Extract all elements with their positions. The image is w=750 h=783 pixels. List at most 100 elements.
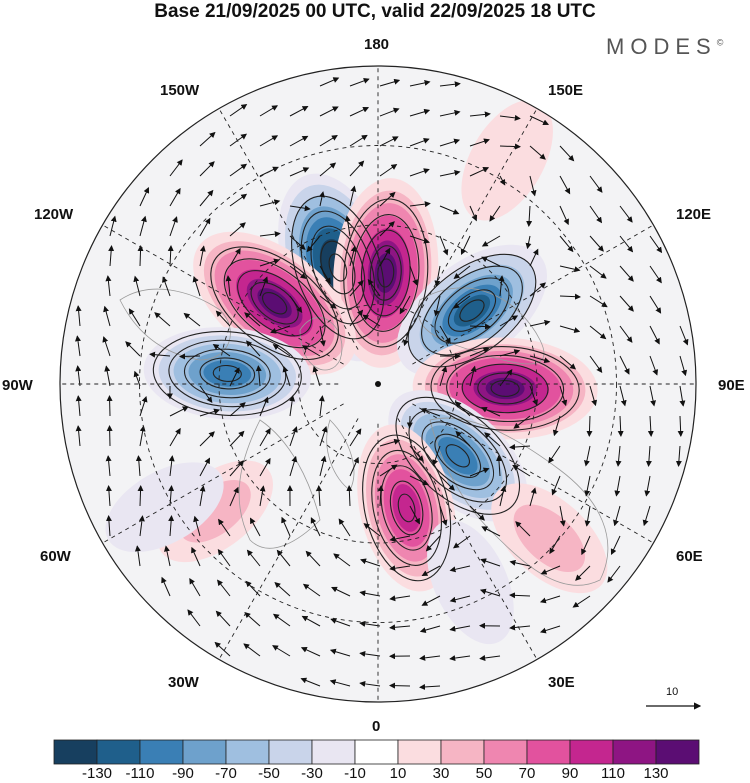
meridian-line — [412, 224, 654, 365]
wind-arrow — [480, 407, 501, 417]
wind-arrow — [134, 545, 141, 567]
wind-arrow — [589, 385, 598, 407]
wind-arrow — [498, 275, 505, 297]
wind-arrow — [529, 248, 539, 267]
wind-arrow — [409, 79, 431, 87]
wind-arrow — [319, 162, 337, 177]
wind-arrow — [583, 445, 591, 467]
wind-arrow — [289, 395, 296, 417]
wind-arrow — [105, 275, 112, 297]
wind-arrow — [589, 175, 603, 193]
wind-arrow — [548, 445, 561, 464]
streamlines — [152, 195, 580, 582]
wind-arrow — [289, 135, 309, 147]
wind-arrow — [433, 295, 441, 317]
wind-arrow — [419, 654, 441, 661]
wind-arrow — [259, 485, 266, 507]
wind-arrow — [675, 445, 682, 467]
wind-arrow — [439, 475, 455, 491]
wind-arrow — [389, 682, 411, 689]
graticule — [60, 66, 696, 702]
wind-arrow — [439, 109, 461, 117]
wind-arrow — [362, 314, 381, 327]
wind-arrow — [168, 515, 175, 537]
lon-label-150w: 150W — [160, 82, 200, 99]
wind-arrow — [319, 265, 331, 285]
wind-arrow — [499, 349, 521, 357]
colorbar-swatch — [225, 739, 270, 765]
wind-arrow — [439, 235, 449, 256]
lon-label-90w: 90W — [2, 377, 33, 394]
latitude-circle — [298, 304, 458, 464]
wind-arrow — [455, 401, 471, 417]
wind-arrow — [319, 191, 325, 207]
wind-arrow — [439, 325, 451, 345]
wind-arrow — [439, 81, 461, 88]
wind-arrow — [289, 455, 298, 477]
wind-arrow — [305, 550, 321, 567]
wind-arrow — [677, 415, 684, 437]
wind-arrow — [559, 235, 574, 253]
logo-copyright: © — [716, 37, 724, 48]
colorbar-tick-label: 70 — [518, 765, 536, 782]
wind-arrow — [499, 143, 521, 150]
colorbar-tick-label: 90 — [561, 765, 579, 782]
wind-arrow — [449, 565, 471, 573]
wind-arrow — [529, 115, 550, 126]
wind-arrow — [199, 431, 215, 447]
wind-arrow — [509, 624, 531, 631]
wind-arrow — [509, 559, 531, 567]
wind-arrow — [272, 613, 291, 627]
wind-arrow — [306, 235, 321, 253]
wind-arrow — [183, 312, 201, 327]
wind-arrow — [619, 235, 634, 253]
wind-arrow — [615, 445, 622, 467]
wind-arrow — [75, 395, 82, 417]
wind-arrow — [289, 106, 309, 117]
wind-arrow — [319, 455, 327, 477]
wind-arrow — [421, 595, 441, 606]
wind-arrow — [529, 282, 546, 297]
wind-arrow — [469, 505, 485, 521]
wind-arrow — [619, 205, 633, 223]
wind-arrow — [329, 648, 351, 657]
wind-arrow — [125, 341, 141, 357]
wind-arrow — [312, 365, 321, 387]
wind-arrow — [479, 588, 501, 597]
wind-arrow — [349, 428, 362, 447]
wind-arrow — [499, 175, 506, 186]
wind-arrow — [289, 205, 311, 212]
wind-arrow — [515, 521, 531, 537]
wind-arrow — [469, 205, 478, 222]
wind-arrow — [162, 276, 171, 297]
wind-arrow — [453, 295, 471, 309]
wind-arrow — [199, 189, 214, 207]
colorbar-tick-label: 10 — [389, 765, 407, 782]
wind-arrow — [168, 455, 175, 477]
anomaly-center — [143, 327, 311, 420]
colorbar-swatch — [526, 739, 571, 765]
wind-arrow — [349, 185, 357, 207]
wind-arrow — [379, 438, 401, 447]
lon-label-60e: 60E — [676, 548, 703, 565]
wind-arrow — [379, 247, 391, 267]
wind-arrow — [409, 137, 430, 147]
colorbar-tick-label: -10 — [344, 765, 366, 782]
modes-logo: MODES© — [606, 34, 723, 60]
wind-arrow — [642, 505, 651, 527]
colorbar-tick-label: 130 — [643, 765, 669, 782]
wind-arrow — [559, 325, 581, 333]
wind-arrow — [409, 235, 430, 244]
anomaly-center — [427, 520, 514, 645]
wind-arrow — [419, 625, 441, 634]
wind-arrow — [559, 205, 569, 226]
wind-arrow — [449, 625, 471, 632]
wind-arrow — [649, 385, 656, 407]
wind-arrow — [229, 222, 246, 237]
meridian-line — [412, 403, 654, 544]
wind-arrow — [349, 309, 364, 327]
latitude-circle — [139, 145, 617, 623]
meridian-line — [397, 108, 538, 350]
wind-arrow — [137, 245, 144, 267]
wind-arrow — [319, 106, 339, 117]
